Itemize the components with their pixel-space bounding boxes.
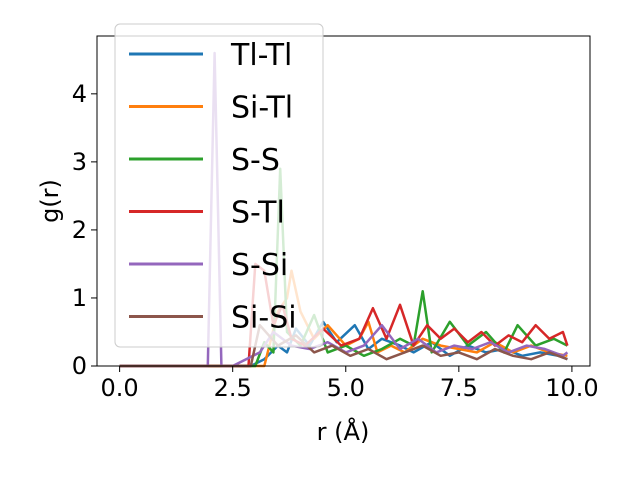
plot-frame <box>96 35 591 367</box>
y-tick-label: 1 <box>72 284 87 312</box>
legend-box <box>114 23 324 348</box>
y-tick-label: 4 <box>72 80 87 108</box>
x-tick-label: 2.5 <box>214 374 252 402</box>
legend-label-4: S-Si <box>231 248 288 283</box>
x-tick-label: 5.0 <box>327 374 365 402</box>
x-tick-label: 7.5 <box>440 374 478 402</box>
y-tick-label: 2 <box>72 216 87 244</box>
x-tick-label: 0.0 <box>101 374 139 402</box>
legend-label-1: Si-Tl <box>231 91 293 126</box>
x-axis-ticks: 0.0 2.5 5.0 7.5 10.0 <box>101 366 599 402</box>
legend-label-5: Si-Si <box>231 301 297 336</box>
x-axis-label: r (Å) <box>317 417 370 446</box>
y-axis-label: g(r) <box>36 179 64 223</box>
legend-label-3: S-Tl <box>231 196 285 231</box>
legend-label-2: S-S <box>231 143 280 178</box>
legend-label-0: Tl-Tl <box>230 38 292 73</box>
legend: Tl-Tl Si-Tl S-S S-Tl S-Si Si-Si <box>114 23 324 348</box>
x-tick-label: 10.0 <box>545 374 598 402</box>
y-axis-ticks: 0 1 2 3 4 <box>72 80 97 380</box>
y-tick-label: 0 <box>72 352 87 380</box>
y-tick-label: 3 <box>72 148 87 176</box>
